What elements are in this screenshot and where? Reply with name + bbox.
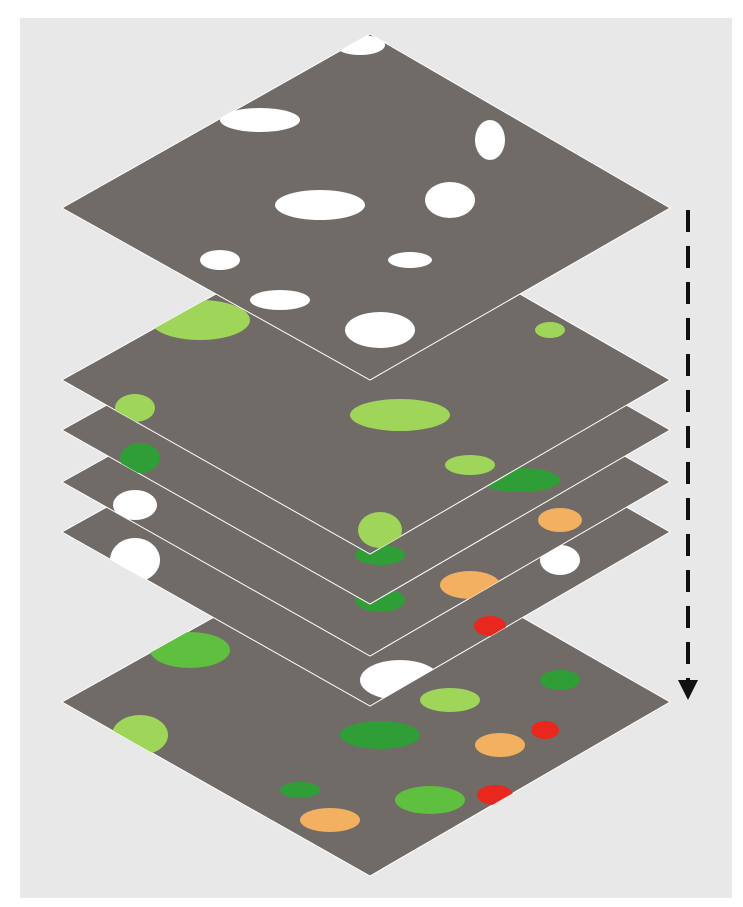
page: (() => { const data = JSON.parse(documen… [0, 0, 743, 907]
layer-stack-illustration [0, 0, 743, 907]
